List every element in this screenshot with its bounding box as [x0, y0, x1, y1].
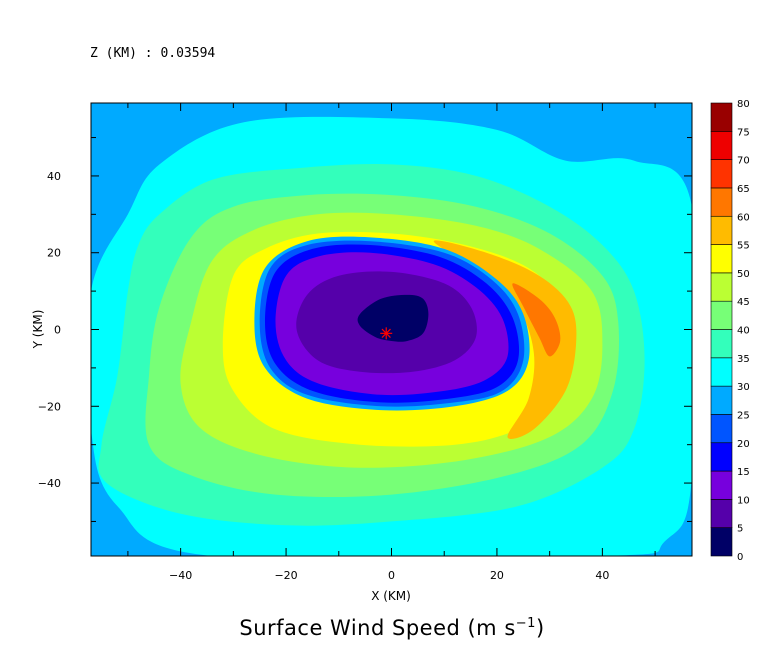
colorbar-label: 50 [737, 269, 750, 280]
x-tick-label: −40 [169, 569, 192, 582]
colorbar: 0 5 10 15 20 25 30 35 40 45 50 55 60 65 70 75 80 [710, 99, 750, 563]
colorbar-label: 40 [737, 326, 750, 337]
y-tick-label: 20 [47, 247, 61, 260]
colorbar-label: 20 [737, 439, 750, 450]
colorbar-label: 10 [737, 495, 750, 506]
colorbar-swatch [710, 385, 733, 415]
y-tick-label: −20 [38, 400, 61, 413]
colorbar-label: 70 [737, 156, 750, 167]
colorbar-label: 30 [737, 382, 750, 393]
colorbar-swatch [710, 442, 733, 472]
axis-ticks: −40 −20 0 20 40 −40 −20 0 20 40 [38, 103, 692, 582]
colorbar-swatch [710, 527, 733, 557]
x-tick-label: 40 [595, 569, 609, 582]
colorbar-swatch [710, 414, 733, 444]
colorbar-swatch [710, 300, 733, 330]
chart-title-exponent: −1 [515, 616, 536, 631]
colorbar-swatch [710, 244, 733, 274]
chart-title-main: Surface Wind Speed (m s [239, 616, 516, 640]
colorbar-label: 5 [737, 524, 743, 535]
colorbar-label: 60 [737, 212, 750, 223]
colorbar-swatch [710, 102, 733, 132]
y-axis-label: Y (KM) [31, 310, 45, 350]
colorbar-label: 0 [737, 552, 743, 563]
colorbar-label: 55 [737, 241, 750, 252]
colorbar-label: 15 [737, 467, 750, 478]
band-55-60 [433, 240, 577, 440]
x-tick-label: −20 [274, 569, 297, 582]
colorbar-label: 25 [737, 410, 750, 421]
storm-center-marker [380, 327, 393, 340]
colorbar-label: 65 [737, 184, 750, 195]
colorbar-swatch [710, 215, 733, 245]
colorbar-swatch [710, 499, 733, 528]
colorbar-label: 80 [737, 99, 750, 110]
x-axis-label: X (KM) [371, 589, 411, 603]
band-0-5 [357, 294, 429, 342]
x-tick-label: 0 [388, 569, 395, 582]
contour-field [91, 103, 692, 556]
chart-title-close: ) [535, 616, 545, 640]
y-tick-label: 40 [47, 170, 61, 183]
colorbar-swatch [710, 187, 733, 217]
colorbar-label: 35 [737, 354, 750, 365]
colorbar-swatch [710, 159, 733, 189]
colorbar-swatch [710, 357, 733, 387]
colorbar-label: 75 [737, 127, 750, 138]
colorbar-swatch [710, 470, 733, 500]
colorbar-label: 45 [737, 297, 750, 308]
y-tick-label: 0 [54, 324, 61, 337]
band-60-65 [512, 283, 561, 357]
vertical-level-label: Z (KM) : 0.03594 [90, 46, 216, 61]
chart-title: Surface Wind Speed (m s−1) [0, 616, 768, 640]
x-tick-label: 20 [490, 569, 504, 582]
colorbar-swatch [710, 131, 733, 160]
colorbar-swatch [710, 329, 733, 359]
colorbar-swatch [710, 272, 733, 302]
y-tick-label: −40 [38, 477, 61, 490]
